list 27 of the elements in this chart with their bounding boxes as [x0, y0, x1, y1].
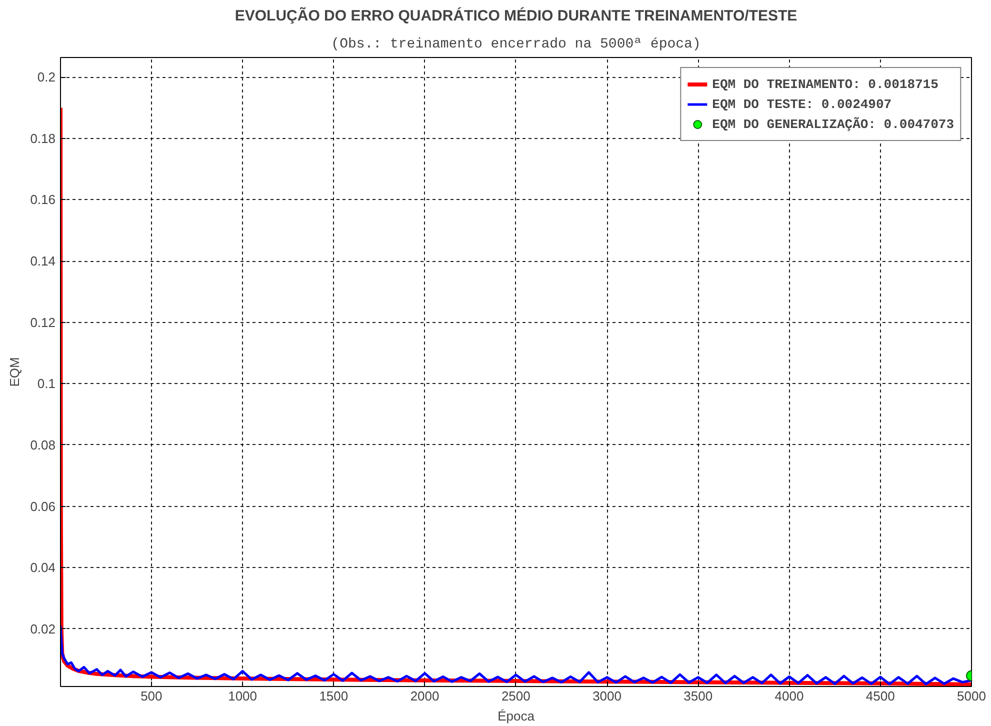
- x-tick-label: 5000: [957, 688, 986, 704]
- legend-label: EQM DO GENERALIZAÇÃO: 0.0047073: [712, 116, 954, 132]
- x-tick-label: 500: [140, 688, 162, 704]
- y-tick-label: 0.06: [30, 498, 56, 514]
- x-tick-label: 4000: [774, 688, 804, 704]
- y-tick-label: 0.04: [30, 560, 56, 576]
- x-tick-label: 2000: [410, 688, 440, 704]
- x-tick-label: 1500: [319, 688, 348, 704]
- chart-subtitle: (Obs.: treinamento encerrado na 5000ª época): [331, 36, 701, 52]
- x-tick-label: 2500: [501, 688, 530, 704]
- y-tick-label: 0.12: [30, 314, 56, 330]
- x-tick-label: 1000: [228, 688, 258, 704]
- x-axis-title: Época: [498, 708, 536, 724]
- x-tick-label: 4500: [866, 688, 895, 704]
- y-tick-label: 0.2: [37, 70, 56, 85]
- legend-label: EQM DO TESTE: 0.0024907: [712, 96, 892, 112]
- x-tick-label: 3500: [684, 688, 713, 704]
- x-tick-label: 3000: [592, 688, 622, 704]
- y-tick-label: 0.08: [30, 437, 56, 452]
- y-axis-title: EQM: [7, 357, 22, 387]
- y-tick-label: 0.1: [37, 376, 56, 392]
- legend-label: EQM DO TREINAMENTO: 0.0018715: [712, 76, 938, 92]
- y-tick-label: 0.02: [30, 621, 56, 636]
- y-tick-label: 0.18: [30, 130, 56, 146]
- y-tick-label: 0.16: [30, 192, 56, 208]
- chart-title: EVOLUÇÃO DO ERRO QUADRÁTICO MÉDIO DURANTE TREINAMENTO/TESTE: [234, 6, 798, 24]
- y-tick-label: 0.14: [30, 254, 56, 269]
